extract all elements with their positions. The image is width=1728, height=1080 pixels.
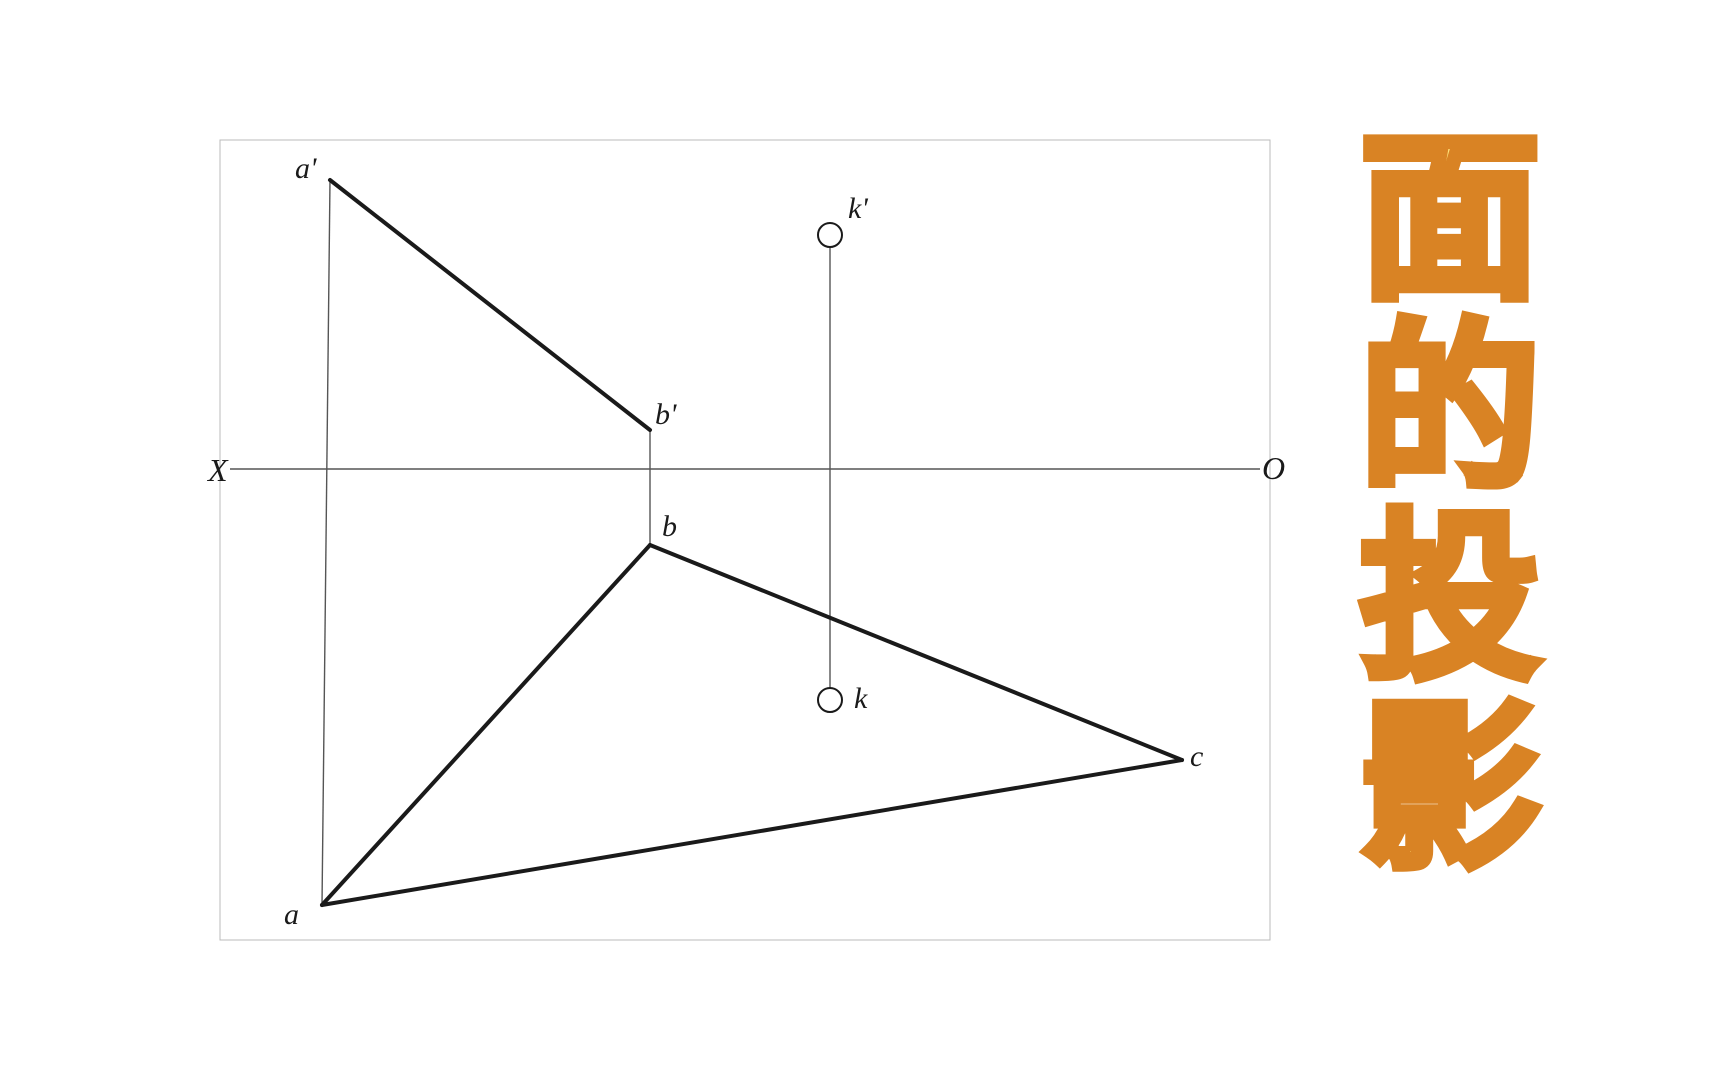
point-label-k-prime: k' bbox=[848, 192, 868, 226]
title-char-4: 影 bbox=[1360, 700, 1540, 880]
title-vertical: 面 的 投 影 bbox=[1360, 130, 1540, 880]
axis-label-o: O bbox=[1262, 450, 1285, 487]
title-char-3: 投 bbox=[1360, 510, 1540, 690]
point-label-k: k bbox=[854, 682, 867, 716]
point-label-b: b bbox=[662, 510, 677, 544]
point-label-c: c bbox=[1190, 740, 1203, 774]
point-label-a: a bbox=[284, 898, 299, 932]
title-char-1: 面 bbox=[1360, 130, 1540, 310]
point-label-a-prime: a' bbox=[295, 152, 316, 186]
axis-label-x: X bbox=[208, 452, 228, 489]
title-char-2: 的 bbox=[1360, 320, 1540, 500]
stage: X O a' b' k' a b k c 面 的 投 影 bbox=[0, 0, 1728, 1080]
point-label-b-prime: b' bbox=[655, 398, 676, 432]
